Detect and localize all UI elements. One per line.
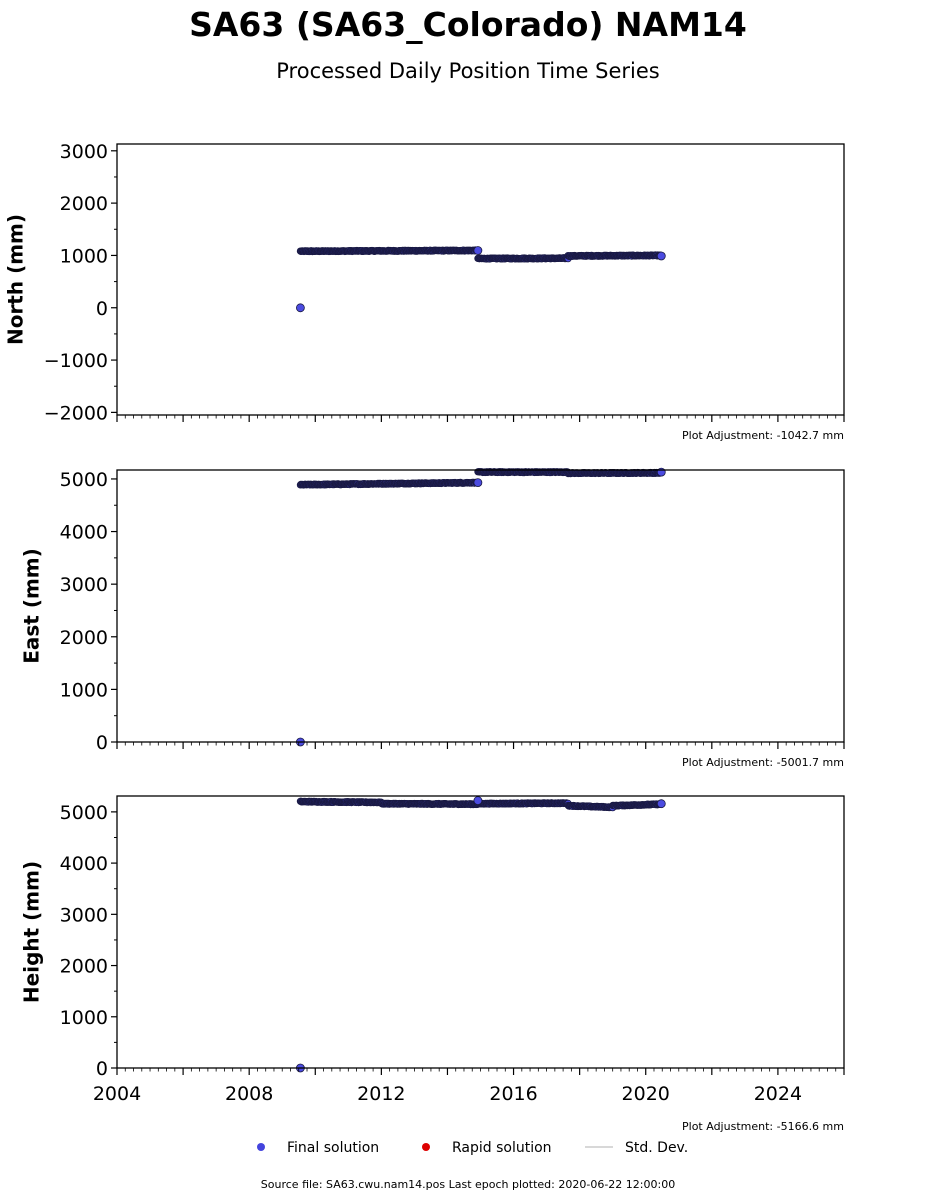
legend-label-final: Final solution	[287, 1140, 379, 1156]
x-axis-ticks: 2004 2008 2012 2016 2020 2024	[93, 1068, 845, 1105]
y-tick-label: 2000	[60, 627, 108, 649]
y-tick-label: −1000	[44, 350, 108, 372]
data-series-final	[295, 467, 666, 747]
chart-title: SA63 (SA63_Colorado) NAM14	[189, 5, 747, 44]
data-point	[656, 251, 666, 261]
plot-frame	[116, 469, 845, 743]
y-tick-label: 0	[96, 1058, 108, 1080]
data-point	[473, 796, 483, 805]
plot-adjustment-note: Plot Adjustment: -5001.7 mm	[682, 756, 844, 769]
data-point	[473, 478, 483, 488]
y-axis-label: Height (mm)	[20, 861, 44, 1003]
y-tick-label: 4000	[60, 522, 108, 544]
legend-label-stddev: Std. Dev.	[625, 1140, 688, 1156]
data-point	[295, 303, 305, 313]
y-tick-label: 3000	[60, 574, 108, 596]
y-tick-label: 2000	[60, 193, 108, 215]
y-tick-label: 1000	[60, 245, 108, 267]
panel-2: 0 1000 2000 3000 4000 5000 East (mm) Plot Adjus…	[20, 467, 845, 769]
y-tick-label: 2000	[60, 956, 108, 978]
x-tick-label: 2024	[754, 1083, 802, 1105]
y-tick-label: 5000	[60, 802, 108, 824]
y-axis-ticks: 0 1000 2000 3000 4000 5000	[60, 802, 117, 1080]
legend-marker-rapid	[422, 1143, 430, 1151]
y-axis-ticks: 0 1000 2000 3000 4000 5000	[60, 469, 117, 754]
legend-marker-final	[257, 1143, 265, 1151]
y-tick-label: 3000	[60, 141, 108, 163]
y-tick-label: 4000	[60, 853, 108, 875]
panel-3: 0 1000 2000 3000 4000 5000 2004 2008 2012 2016 202…	[20, 795, 845, 1133]
source-file-note: Source file: SA63.cwu.nam14.pos Last epo…	[261, 1178, 675, 1191]
data-point	[473, 246, 483, 255]
y-axis-label: East (mm)	[20, 548, 44, 664]
plot-panels: −2000 −1000 0 1000 2000 3000 North (mm) Plot Ad…	[4, 141, 845, 1133]
y-tick-label: 0	[96, 732, 108, 754]
y-tick-label: 1000	[60, 679, 108, 701]
legend-label-rapid: Rapid solution	[452, 1140, 552, 1156]
y-tick-label: 3000	[60, 904, 108, 926]
y-tick-label: 0	[96, 298, 108, 320]
data-series-final	[295, 246, 666, 313]
x-axis-ticks	[116, 742, 845, 749]
x-axis-ticks	[116, 415, 845, 422]
y-tick-label: 1000	[60, 1007, 108, 1029]
legend: Final solution Rapid solution Std. Dev.	[257, 1140, 688, 1156]
data-point	[656, 467, 666, 477]
chart-subtitle: Processed Daily Position Time Series	[276, 59, 660, 83]
y-axis-ticks: −2000 −1000 0 1000 2000 3000	[44, 141, 117, 424]
plot-frame	[116, 143, 845, 416]
y-tick-label: −2000	[44, 402, 108, 424]
x-tick-label: 2020	[622, 1083, 670, 1105]
plot-adjustment-note: Plot Adjustment: -5166.6 mm	[682, 1120, 844, 1133]
data-series-final	[295, 796, 666, 1073]
x-tick-label: 2008	[225, 1083, 273, 1105]
y-axis-label: North (mm)	[4, 214, 28, 345]
data-point	[656, 799, 666, 809]
y-tick-label: 5000	[60, 469, 108, 491]
plot-adjustment-note: Plot Adjustment: -1042.7 mm	[682, 429, 844, 442]
x-tick-label: 2012	[357, 1083, 405, 1105]
plot-frame	[116, 795, 845, 1069]
x-tick-label: 2004	[93, 1083, 141, 1105]
x-tick-label: 2016	[489, 1083, 537, 1105]
panel-1: −2000 −1000 0 1000 2000 3000 North (mm) Plot Ad…	[4, 141, 845, 442]
